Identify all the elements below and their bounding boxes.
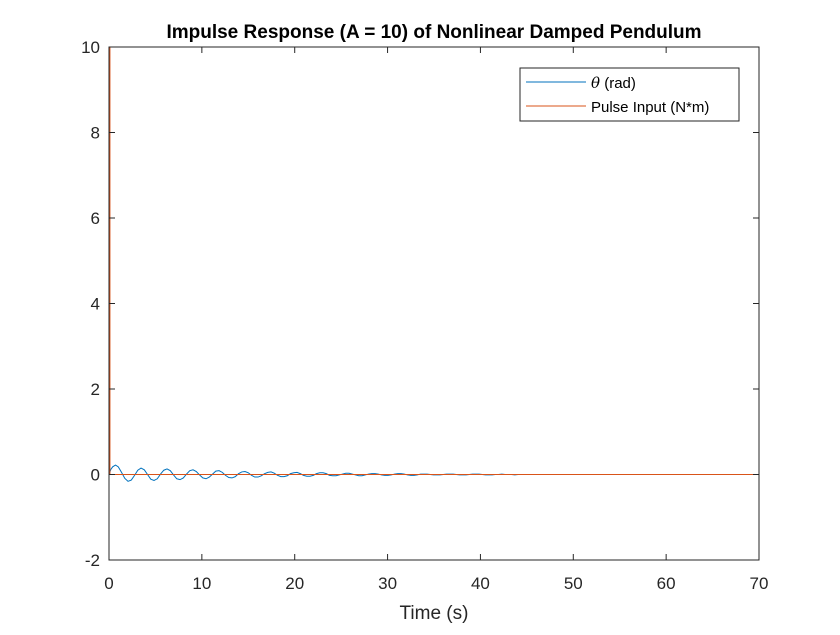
x-tick-label: 70	[750, 574, 769, 593]
y-tick-label: 8	[91, 124, 100, 143]
y-tick-label: 10	[81, 38, 100, 57]
legend-label-theta-text: (rad)	[600, 75, 636, 92]
legend: θ (rad) Pulse Input (N*m)	[519, 67, 740, 122]
legend-label-theta-symbol: θ	[591, 74, 600, 92]
y-tick-label: 0	[91, 466, 100, 485]
x-tick-label: 10	[192, 574, 211, 593]
legend-label-pulse: Pulse Input (N*m)	[591, 99, 709, 116]
y-tick-label: 6	[91, 209, 100, 228]
y-tick-label: 4	[91, 295, 100, 314]
x-tick-label: 60	[657, 574, 676, 593]
axes-background	[109, 47, 759, 560]
chart-title: Impulse Response (A = 10) of Nonlinear D…	[166, 22, 701, 43]
y-tick-label: 2	[91, 380, 100, 399]
y-tick-label: -2	[85, 551, 100, 570]
x-tick-label: 50	[564, 574, 583, 593]
x-tick-label: 30	[378, 574, 397, 593]
legend-box	[519, 67, 740, 122]
x-axis-label: Time (s)	[400, 603, 469, 624]
x-tick-label: 0	[104, 574, 113, 593]
x-tick-label: 20	[285, 574, 304, 593]
legend-label-theta: θ (rad)	[591, 74, 636, 92]
x-tick-label: 40	[471, 574, 490, 593]
